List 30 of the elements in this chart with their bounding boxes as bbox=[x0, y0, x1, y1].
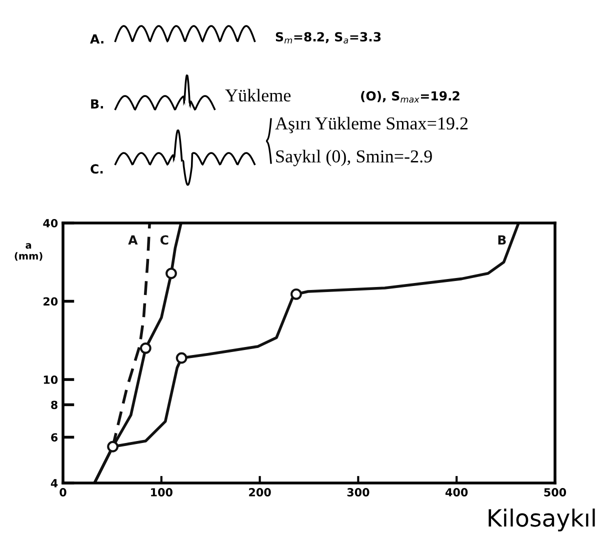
point bbox=[107, 440, 118, 452]
x-axis-title: Kilosaykıl bbox=[488, 508, 595, 532]
y-tick-label: 8 bbox=[51, 400, 58, 410]
x-tick-label: 400 bbox=[446, 488, 468, 496]
text: A. bbox=[90, 34, 104, 44]
y-tick-label: 20 bbox=[44, 297, 58, 306]
text: S$_{m}$=8.2, S$_{a}$=3.3 bbox=[276, 32, 381, 44]
text: Aşırı Yükleme Smax=19.2 bbox=[275, 116, 468, 134]
point bbox=[176, 352, 188, 364]
x-tick-label: 100 bbox=[151, 488, 172, 496]
text: C. bbox=[90, 164, 103, 174]
text: (O), S$_{max}$=19.2 bbox=[361, 90, 460, 103]
point bbox=[290, 288, 302, 300]
y-tick-label: 4 bbox=[50, 479, 58, 488]
x-tick-label: 500 bbox=[544, 488, 566, 496]
y-tick-label: 6 bbox=[51, 433, 58, 442]
point bbox=[166, 268, 177, 280]
y-tick-label: 40 bbox=[43, 218, 58, 228]
series-label: A bbox=[128, 235, 138, 245]
text: Saykıl (0), Smin=-2.9 bbox=[276, 150, 432, 166]
text: B. bbox=[91, 99, 103, 108]
series-label: C bbox=[160, 235, 168, 245]
x-tick-label: 200 bbox=[249, 488, 271, 496]
y-tick-label: 10 bbox=[44, 376, 58, 384]
point bbox=[140, 342, 152, 354]
series-label: B bbox=[498, 235, 506, 245]
y-axis-title: a (mm) bbox=[14, 243, 42, 261]
x-tick-label: 300 bbox=[347, 488, 370, 496]
x-tick-label: 0 bbox=[60, 488, 66, 496]
text: Yükleme bbox=[225, 88, 291, 102]
